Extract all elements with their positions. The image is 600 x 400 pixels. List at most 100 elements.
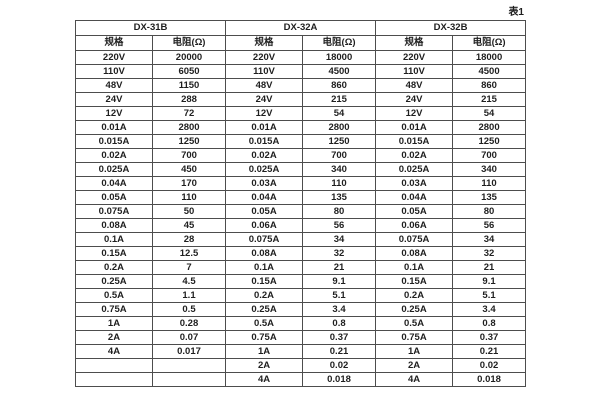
cell-resistance: 860 [302,78,377,93]
cell-resistance: 21 [302,260,377,275]
cell-spec: 0.25A [375,302,454,317]
cell-spec: 0.1A [375,260,454,275]
table-row: 0.08A 45 0.06A 56 0.06A 56 [75,218,527,233]
cell-spec: 0.75A [75,302,153,317]
cell-resistance: 0.21 [302,344,377,359]
cell-spec: 0.04A [75,176,153,191]
cell-spec: 0.2A [75,260,153,275]
cell-resistance: 5.1 [452,288,527,303]
cell-resistance: 288 [151,92,227,107]
cell-spec [75,372,153,387]
cell-resistance: 4500 [302,64,377,79]
cell-spec: 0.05A [375,204,454,219]
cell-resistance [151,372,227,387]
column-header: 电阻(Ω) [452,35,527,51]
cell-spec: 0.15A [375,274,454,289]
cell-resistance: 54 [302,106,377,121]
cell-spec: 0.025A [375,162,454,177]
cell-spec: 12V [75,106,153,121]
cell-spec: 0.08A [375,246,454,261]
cell-resistance: 0.02 [452,358,527,373]
cell-spec: 0.2A [375,288,454,303]
table-row: 220V 20000 220V 18000 220V 18000 [75,50,527,65]
cell-resistance: 32 [452,246,527,261]
cell-resistance: 2800 [452,120,527,135]
column-header: 电阻(Ω) [302,35,377,51]
cell-resistance: 0.37 [302,330,377,345]
cell-resistance: 18000 [452,50,527,65]
cell-resistance: 4500 [452,64,527,79]
cell-spec: 110V [75,64,153,79]
cell-spec: 0.08A [225,246,304,261]
cell-spec: 0.025A [225,162,304,177]
cell-spec: 1A [75,316,153,331]
cell-resistance: 860 [452,78,527,93]
table-caption: 表1 [508,7,524,18]
cell-spec: 0.08A [75,218,153,233]
cell-spec: 48V [225,78,304,93]
cell-spec: 0.06A [225,218,304,233]
cell-resistance: 3.4 [302,302,377,317]
cell-resistance: 56 [452,218,527,233]
cell-spec: 0.5A [75,288,153,303]
cell-spec: 48V [75,78,153,93]
cell-spec: 0.025A [75,162,153,177]
table-row: 0.75A 0.5 0.25A 3.4 0.25A 3.4 [75,302,527,317]
table-row: 0.1A 28 0.075A 34 0.075A 34 [75,232,527,247]
cell-resistance: 110 [302,176,377,191]
column-header: 电阻(Ω) [151,35,227,51]
cell-resistance: 110 [151,190,227,205]
group-header: DX-32A [225,20,377,36]
table-row: 0.015A 1250 0.015A 1250 0.015A 1250 [75,134,527,149]
cell-spec: 2A [75,330,153,345]
cell-resistance: 0.017 [151,344,227,359]
cell-resistance: 7 [151,260,227,275]
cell-spec: 0.04A [375,190,454,205]
cell-spec: 0.01A [75,120,153,135]
cell-resistance: 0.5 [151,302,227,317]
table-row: 0.5A 1.1 0.2A 5.1 0.2A 5.1 [75,288,527,303]
cell-spec: 0.015A [75,134,153,149]
cell-spec: 0.01A [375,120,454,135]
cell-resistance: 9.1 [452,274,527,289]
cell-resistance: 700 [452,148,527,163]
cell-resistance: 56 [302,218,377,233]
cell-resistance: 1250 [452,134,527,149]
cell-resistance: 215 [302,92,377,107]
cell-resistance: 170 [151,176,227,191]
table-row: 1A 0.28 0.5A 0.8 0.5A 0.8 [75,316,527,331]
cell-resistance: 110 [452,176,527,191]
cell-spec: 4A [75,344,153,359]
cell-resistance: 0.02 [302,358,377,373]
cell-resistance: 21 [452,260,527,275]
cell-resistance: 5.1 [302,288,377,303]
table-row: 48V 1150 48V 860 48V 860 [75,78,527,93]
cell-resistance: 700 [151,148,227,163]
cell-spec: 24V [75,92,153,107]
cell-spec: 4A [375,372,454,387]
column-header: 规格 [225,35,304,51]
cell-resistance: 12.5 [151,246,227,261]
cell-resistance: 9.1 [302,274,377,289]
spec-table: DX-31B DX-32A DX-32B 规格 电阻(Ω) 规格 电阻(Ω) 规格 电阻(Ω) 2… [74,20,527,387]
cell-spec: 12V [225,106,304,121]
column-header: 规格 [75,35,153,51]
cell-spec: 0.75A [375,330,454,345]
cell-spec: 220V [375,50,454,65]
cell-resistance: 0.018 [452,372,527,387]
table-row: 0.02A 700 0.02A 700 0.02A 700 [75,148,527,163]
table-row: 0.075A 50 0.05A 80 0.05A 80 [75,204,527,219]
table-row: 0.2A 7 0.1A 21 0.1A 21 [75,260,527,275]
cell-resistance: 2800 [302,120,377,135]
cell-spec: 0.2A [225,288,304,303]
cell-resistance: 0.07 [151,330,227,345]
cell-spec: 0.04A [225,190,304,205]
cell-spec: 110V [225,64,304,79]
cell-resistance: 1.1 [151,288,227,303]
table-row: 2A 0.02 2A 0.02 [75,358,527,373]
cell-spec: 110V [375,64,454,79]
table-row: 4A 0.017 1A 0.21 1A 0.21 [75,344,527,359]
cell-spec: 1A [225,344,304,359]
cell-resistance: 54 [452,106,527,121]
